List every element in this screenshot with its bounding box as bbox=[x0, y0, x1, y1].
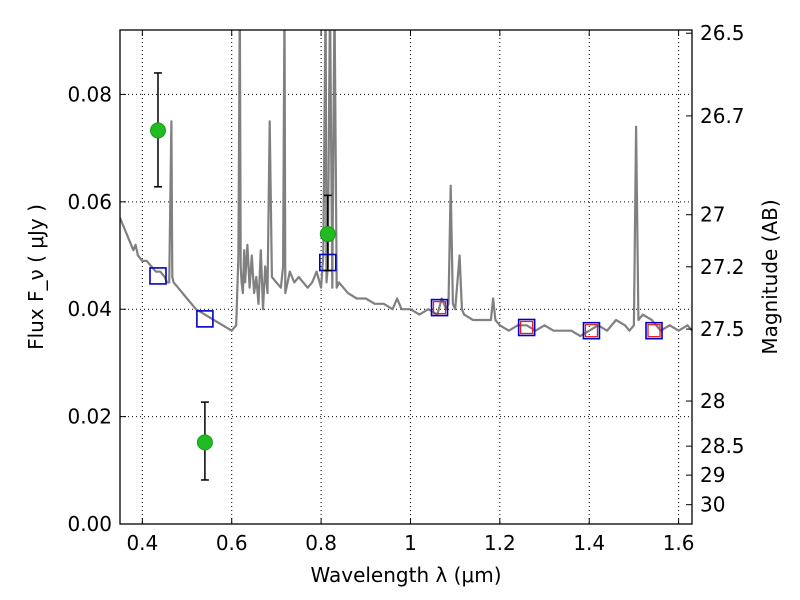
x-tick-label: 1.4 bbox=[573, 531, 605, 555]
plot-frame bbox=[119, 29, 693, 525]
model-spectrum-line bbox=[120, 30, 692, 338]
y-right-tick-label: 27.2 bbox=[700, 255, 745, 279]
y-right-axis-label: Magnitude (AB) bbox=[758, 199, 782, 354]
y-tick-label: 0.00 bbox=[67, 512, 112, 536]
model-photometry-square bbox=[430, 298, 449, 317]
y-tick-label: 0.04 bbox=[67, 297, 112, 321]
observed-green-point bbox=[196, 434, 213, 451]
x-tick-label: 0.4 bbox=[126, 531, 158, 555]
markers bbox=[149, 72, 663, 481]
y-right-tick-label: 27.5 bbox=[700, 317, 745, 341]
observed-green-point bbox=[149, 122, 166, 139]
y-tick-label: 0.08 bbox=[67, 82, 112, 106]
y-right-tick-label: 28 bbox=[700, 389, 725, 413]
x-tick-label: 1 bbox=[404, 531, 417, 555]
grid bbox=[120, 30, 692, 524]
axes: 0.4 0.6 0.8 1 1.2 1.4 1.6 0.00 0.02 0.04 0.06 0.08 2… bbox=[67, 21, 744, 555]
y-tick-label: 0.06 bbox=[67, 190, 112, 214]
x-tick-label: 0.6 bbox=[216, 531, 248, 555]
model-photometry-square bbox=[149, 267, 167, 285]
x-axis-label: Wavelength λ (μm) bbox=[310, 563, 501, 587]
y-tick-label: 0.02 bbox=[67, 405, 112, 429]
observed-red-square bbox=[520, 320, 534, 335]
observed-red-square bbox=[584, 324, 599, 338]
model-photometry-square bbox=[196, 310, 214, 328]
observed-red-square bbox=[647, 324, 661, 338]
model-photometry-square bbox=[517, 318, 536, 337]
x-tick-label: 1.6 bbox=[663, 531, 695, 555]
model-photometry-square bbox=[645, 321, 663, 340]
observed-green-point bbox=[319, 226, 336, 243]
y-right-tick-label: 28.5 bbox=[700, 434, 745, 458]
y-right-tick-label: 30 bbox=[700, 493, 725, 517]
plot-area bbox=[120, 30, 692, 338]
x-tick-label: 1.2 bbox=[484, 531, 516, 555]
y-axis-label: Flux F_ν ( μJy ) bbox=[24, 204, 48, 350]
y-right-tick-label: 27 bbox=[700, 203, 725, 227]
observed-red-square bbox=[432, 300, 447, 315]
model-photometry-square bbox=[582, 321, 601, 340]
y-right-tick-label: 26.7 bbox=[700, 104, 745, 128]
y-right-tick-label: 29 bbox=[700, 463, 725, 487]
y-right-tick-label: 26.5 bbox=[700, 21, 745, 45]
x-tick-label: 0.8 bbox=[305, 531, 337, 555]
